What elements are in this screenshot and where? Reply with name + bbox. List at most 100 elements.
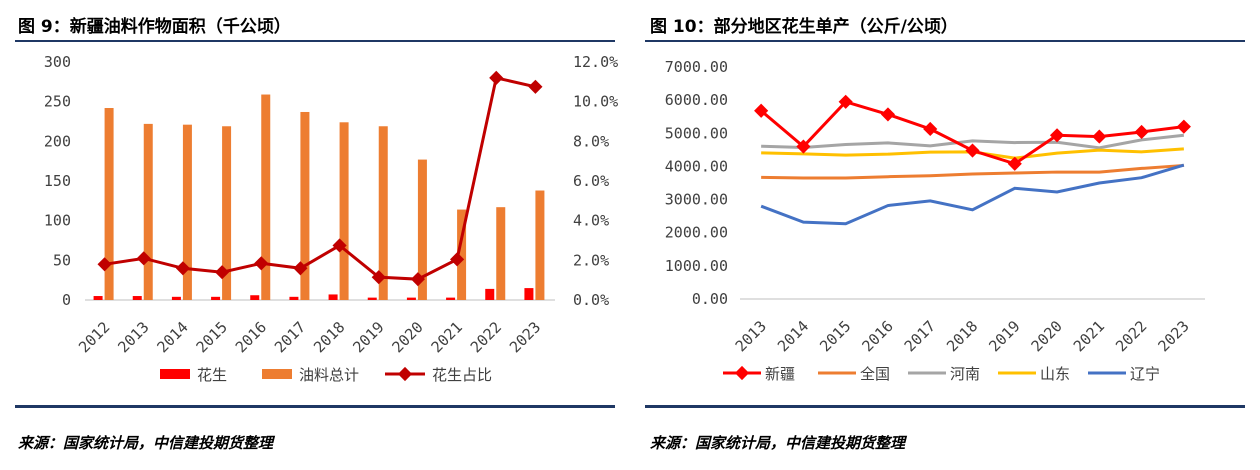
bar-peanut bbox=[250, 295, 260, 300]
figure-9-top-rule bbox=[15, 40, 615, 42]
x-tick-label: 2020 bbox=[1028, 317, 1066, 355]
bar-peanut bbox=[485, 288, 495, 300]
legend-swatch-peanut bbox=[160, 369, 190, 379]
legend-label-河南: 河南 bbox=[950, 365, 980, 383]
legend-label-辽宁: 辽宁 bbox=[1130, 365, 1160, 383]
y-right-tick-label: 8.0% bbox=[573, 132, 609, 150]
x-tick-label: 2018 bbox=[310, 318, 348, 356]
bar-peanut bbox=[446, 297, 456, 300]
point-peanut-share bbox=[450, 252, 465, 267]
bar-peanut bbox=[524, 288, 534, 300]
bar-peanut bbox=[328, 294, 338, 300]
bar-oilseed-total bbox=[339, 122, 349, 300]
y-tick-label: 3000.00 bbox=[665, 191, 728, 209]
bar-oilseed-total bbox=[417, 159, 427, 300]
point-新疆 bbox=[754, 103, 769, 118]
figure-9-panel: 图 9：新疆油料作物面积（千公顷） 0 50 100 150 200 250 300 0.0%… bbox=[15, 17, 618, 452]
figure-9-chart: 0 50 100 150 200 250 300 0.0% 2.0% 4.0% 6.0% 8.0% 10… bbox=[44, 53, 618, 384]
legend-marker-新疆 bbox=[734, 365, 750, 381]
x-tick-label: 2021 bbox=[428, 318, 466, 356]
legend-label-peanut-share: 花生占比 bbox=[432, 366, 492, 384]
bar-oilseed-total bbox=[222, 126, 232, 300]
bar-oilseed-total bbox=[457, 209, 467, 300]
point-新疆 bbox=[965, 143, 980, 158]
figure-10-bottom-rule bbox=[645, 405, 1245, 408]
x-tick-label: 2013 bbox=[114, 318, 152, 356]
x-tick-label: 2018 bbox=[943, 317, 981, 355]
point-peanut-share bbox=[332, 238, 347, 253]
x-tick-label: 2016 bbox=[232, 318, 270, 356]
figure-9-source: 来源：国家统计局，中信建投期货整理 bbox=[18, 434, 274, 452]
point-peanut-share bbox=[215, 265, 230, 280]
point-peanut-share bbox=[254, 256, 269, 271]
bar-oilseed-total bbox=[300, 111, 310, 300]
x-tick-label: 2017 bbox=[271, 318, 309, 356]
legend-label-peanut: 花生 bbox=[197, 366, 227, 384]
x-tick-label: 2022 bbox=[467, 318, 505, 356]
legend-marker-peanut-share bbox=[397, 366, 413, 382]
bar-peanut bbox=[93, 296, 103, 300]
bar-oilseed-total bbox=[104, 108, 114, 300]
legend-swatch-oilseed-total bbox=[262, 369, 292, 379]
series-line-全国 bbox=[761, 163, 1184, 180]
x-tick-label: 2019 bbox=[349, 318, 387, 356]
point-新疆 bbox=[1134, 124, 1149, 140]
bar-peanut bbox=[132, 296, 142, 300]
bar-peanut bbox=[171, 296, 181, 300]
x-tick-label: 2020 bbox=[388, 318, 426, 356]
y-right-tick-label: 0.0% bbox=[573, 291, 609, 309]
bar-peanut bbox=[289, 296, 299, 300]
point-peanut-share bbox=[528, 79, 543, 94]
y-right-tick-label: 6.0% bbox=[573, 172, 609, 190]
y-left-tick-label: 250 bbox=[44, 93, 71, 111]
figure-10-title: 图 10：部分地区花生单产（公斤/公顷） bbox=[650, 17, 958, 37]
point-peanut-share bbox=[136, 251, 151, 266]
bar-oilseed-total bbox=[378, 126, 388, 300]
point-新疆 bbox=[838, 94, 853, 109]
figure-9-title: 图 9：新疆油料作物面积（千公顷） bbox=[18, 17, 291, 37]
x-tick-label: 2023 bbox=[506, 318, 544, 356]
figure-10-source: 来源：国家统计局，中信建投期货整理 bbox=[650, 434, 906, 452]
point-peanut-share bbox=[293, 261, 308, 276]
y-tick-label: 7000.00 bbox=[665, 58, 728, 76]
y-tick-label: 6000.00 bbox=[665, 91, 728, 109]
series-line-peanut-share bbox=[104, 76, 536, 281]
legend-label-全国: 全国 bbox=[860, 365, 890, 383]
x-tick-label: 2014 bbox=[774, 317, 812, 355]
x-tick-label: 2016 bbox=[859, 317, 897, 355]
legend-label-新疆: 新疆 bbox=[765, 365, 795, 383]
x-tick-label: 2013 bbox=[732, 317, 770, 355]
bar-oilseed-total bbox=[535, 190, 545, 300]
y-right-tick-label: 2.0% bbox=[573, 251, 609, 269]
point-peanut-share bbox=[489, 70, 504, 85]
point-peanut-share bbox=[175, 261, 190, 276]
x-tick-label: 2022 bbox=[1112, 317, 1150, 355]
point-新疆 bbox=[880, 107, 896, 122]
bar-peanut bbox=[211, 296, 221, 300]
y-left-tick-label: 300 bbox=[44, 53, 71, 71]
y-right-tick-label: 12.0% bbox=[573, 53, 618, 71]
y-left-tick-label: 100 bbox=[44, 212, 71, 230]
y-tick-label: 4000.00 bbox=[665, 157, 728, 175]
figure-9-bottom-rule bbox=[15, 405, 615, 408]
y-right-tick-label: 4.0% bbox=[573, 212, 609, 230]
point-peanut-share bbox=[410, 272, 425, 287]
x-tick-label: 2019 bbox=[985, 317, 1023, 355]
point-新疆 bbox=[1176, 119, 1191, 134]
x-tick-label: 2017 bbox=[901, 317, 939, 355]
figure-10-chart: 0.00 1000.00 2000.00 3000.00 4000.00 5000.00 6… bbox=[665, 58, 1205, 383]
series-line-河南 bbox=[761, 133, 1185, 150]
legend-label-oilseed-total: 油料总计 bbox=[299, 366, 359, 384]
x-tick-label: 2015 bbox=[193, 318, 231, 356]
y-left-tick-label: 150 bbox=[44, 172, 71, 190]
point-peanut-share bbox=[371, 270, 386, 285]
legend-label-山东: 山东 bbox=[1040, 365, 1070, 383]
y-tick-label: 2000.00 bbox=[665, 224, 728, 242]
figure-10-top-rule bbox=[645, 40, 1245, 42]
y-left-tick-label: 50 bbox=[53, 251, 71, 269]
x-tick-label: 2021 bbox=[1070, 317, 1108, 355]
bar-peanut bbox=[367, 297, 377, 300]
point-新疆 bbox=[1092, 129, 1107, 144]
y-tick-label: 0.00 bbox=[692, 290, 728, 308]
bar-oilseed-total bbox=[261, 94, 271, 300]
